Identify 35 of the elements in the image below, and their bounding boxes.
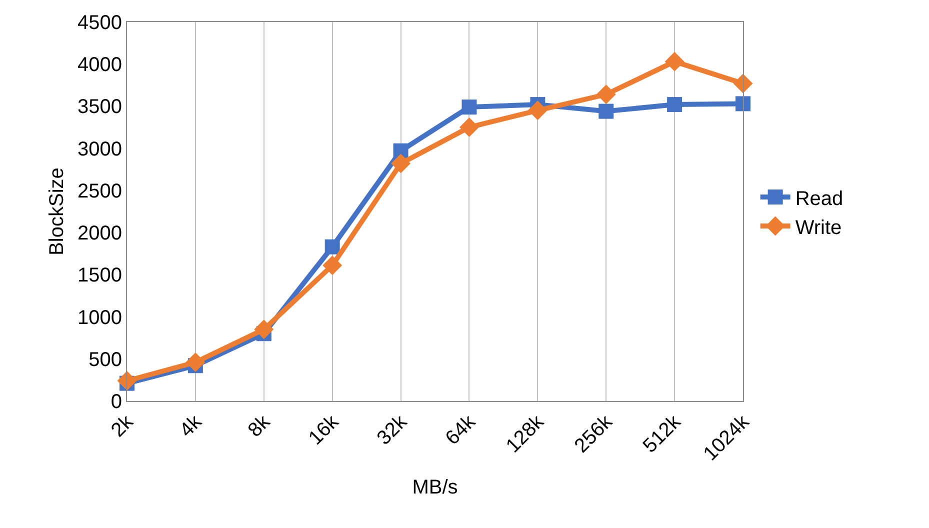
legend-label: Read: [795, 188, 844, 210]
point: [462, 100, 477, 115]
point: [322, 256, 342, 276]
point: [391, 154, 411, 174]
y-tick-label: 3000: [78, 138, 122, 160]
y-tick-label: 4500: [78, 12, 122, 34]
point: [596, 84, 616, 104]
y-tick-label: 2000: [78, 222, 122, 245]
point: [324, 239, 340, 254]
x-tick-label: 8k: [244, 410, 276, 442]
legend-label: Write: [795, 216, 842, 239]
y-tick-label: 2500: [78, 180, 122, 202]
y-axis-title: BlockSize: [46, 168, 68, 256]
y-tick-label: 0: [110, 391, 122, 413]
x-tick-label: 4k: [176, 410, 207, 442]
y-tick-label: 500: [88, 348, 122, 371]
x-tick-label: 16k: [304, 410, 344, 450]
x-tick-label: 2k: [107, 410, 138, 442]
point: [186, 352, 206, 372]
point: [664, 52, 684, 72]
y-tick-label: 4000: [78, 54, 122, 76]
x-tick-label: 32k: [373, 410, 412, 450]
point: [254, 320, 274, 340]
point: [117, 371, 137, 391]
point: [459, 118, 479, 138]
point: [733, 74, 753, 94]
y-tick-label: 1000: [78, 306, 122, 329]
point: [528, 100, 548, 120]
y-tick-label: 1500: [78, 264, 122, 287]
point: [667, 97, 682, 112]
point: [598, 104, 614, 119]
x-tick-label: 64k: [441, 410, 481, 450]
x-axis-title: MB/s: [412, 476, 458, 499]
y-tick-label: 3500: [78, 96, 122, 118]
point: [736, 96, 750, 112]
